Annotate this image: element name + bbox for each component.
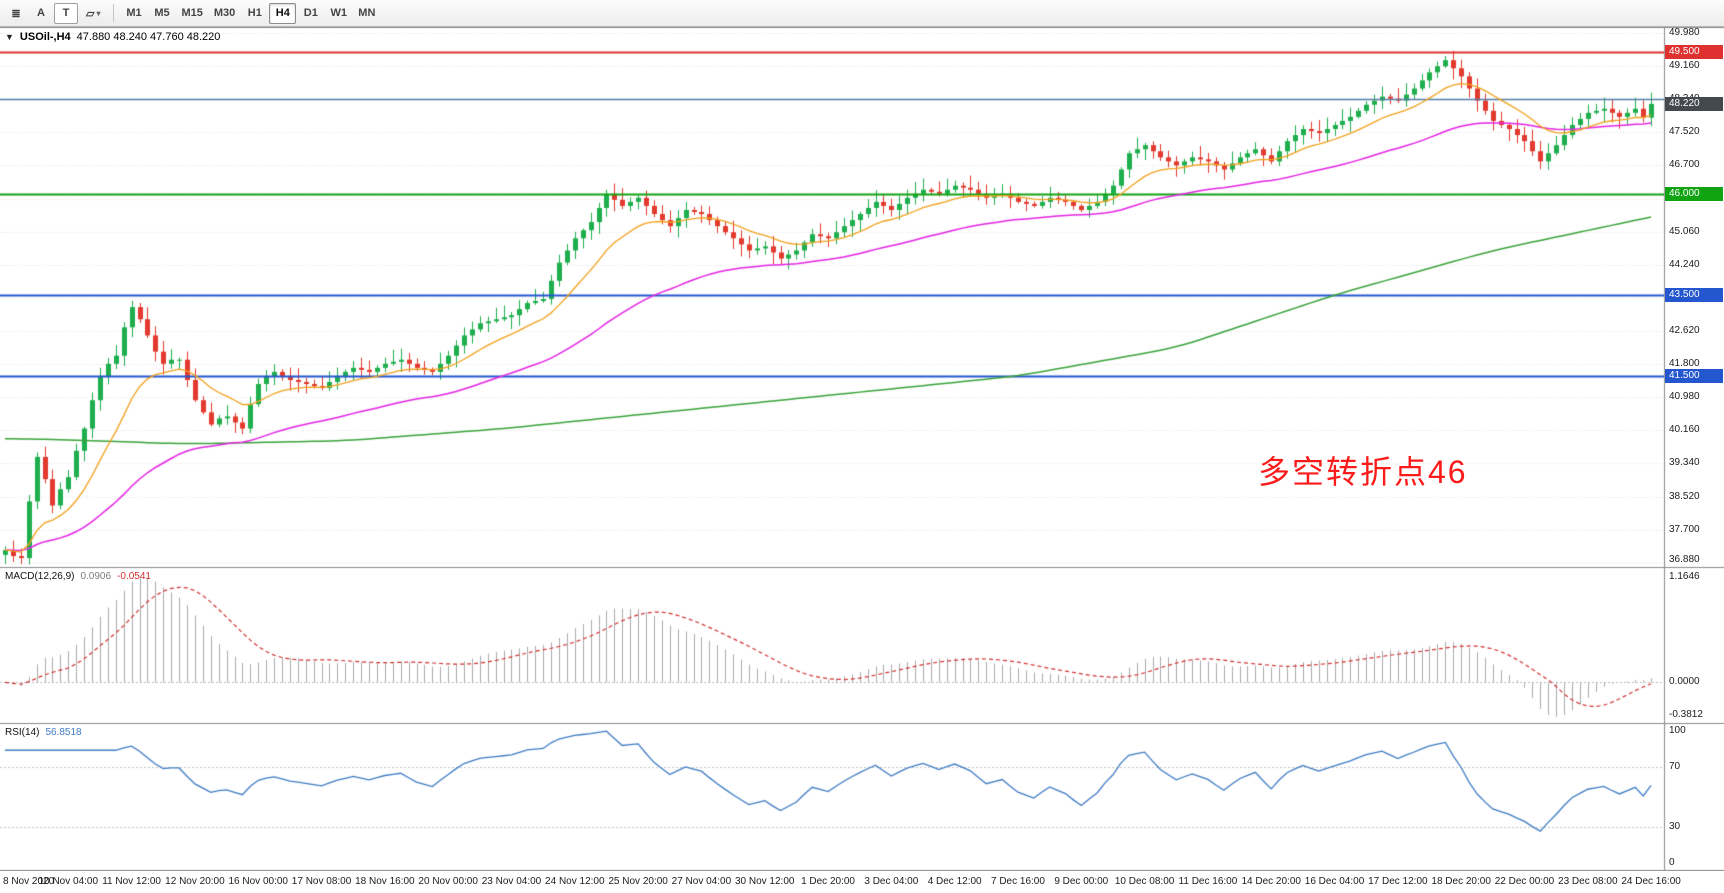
macd-tick-label: -0.3812 — [1669, 709, 1703, 720]
macd-tick-label: 1.1646 — [1669, 571, 1700, 583]
price-tick-label: 40.980 — [1669, 390, 1700, 402]
timeframe-button-h1[interactable]: H1 — [241, 3, 268, 24]
price-tick-label: 42.620 — [1669, 324, 1700, 336]
time-axis-label: 16 Dec 04:00 — [1304, 876, 1365, 887]
timeframe-button-w1[interactable]: W1 — [325, 3, 352, 24]
caret-down-icon: ▾ — [96, 8, 101, 18]
chart-list-icon: ≣ — [11, 7, 21, 20]
price-tick-label: 45.060 — [1669, 225, 1700, 237]
price-tick-label: 36.880 — [1669, 554, 1700, 565]
shapes-icon: ▱ — [86, 7, 95, 20]
hline-badge-41500: 41.500 — [1665, 368, 1723, 383]
macd-signal-value: -0.0541 — [117, 571, 151, 582]
price-tick-label: 47.520 — [1669, 126, 1700, 138]
time-axis-label: 18 Nov 16:00 — [355, 876, 415, 887]
time-axis-label: 24 Dec 16:00 — [1621, 876, 1681, 887]
symbol-period-label: USOil-,H4 — [19, 31, 71, 43]
timeframe-button-m15[interactable]: M15 — [176, 3, 207, 24]
macd-indicator-label: MACD(12,26,9) 0.0906 -0.0541 — [5, 571, 151, 582]
time-axis-label: 4 Dec 12:00 — [927, 876, 982, 887]
time-axis-label: 20 Nov 00:00 — [418, 876, 478, 887]
rsi-indicator-label: RSI(14) 56.8518 — [5, 727, 82, 738]
macd-main-value: 0.0906 — [80, 571, 112, 582]
rsi-tick-label: 30 — [1669, 820, 1681, 832]
time-axis-label: 17 Nov 08:00 — [291, 876, 352, 887]
collapse-icon[interactable]: ▼ — [5, 32, 14, 42]
rsi-tick-label: 70 — [1669, 761, 1681, 773]
macd-name: MACD(12,26,9) — [5, 571, 75, 582]
timeframe-button-mn[interactable]: MN — [353, 3, 380, 24]
time-axis-label: 17 Dec 12:00 — [1368, 876, 1428, 887]
hline-badge-46000: 46.000 — [1665, 186, 1723, 201]
timeframe-button-d1[interactable]: D1 — [297, 3, 324, 24]
time-axis-label: 10 Nov 04:00 — [38, 876, 99, 887]
time-axis-label: 11 Dec 16:00 — [1178, 876, 1238, 887]
time-axis-label: 7 Dec 16:00 — [991, 876, 1045, 887]
text-tool-button[interactable]: T — [54, 2, 78, 24]
time-axis-label: 8 Nov 2020 — [3, 876, 55, 887]
rsi-name: RSI(14) — [5, 727, 40, 738]
chart-region: ▼ USOil-,H4 47.880 48.240 47.760 48.220 … — [0, 27, 1724, 893]
time-axis-label: 16 Nov 00:00 — [228, 876, 288, 887]
price-tick-label: 38.520 — [1669, 490, 1700, 502]
annotation-text: 多空转折点46 — [1258, 454, 1468, 490]
shapes-tool-dropdown[interactable]: ▱ ▾ — [79, 3, 107, 24]
hline-badge-43500: 43.500 — [1665, 287, 1723, 302]
price-tick-label: 40.160 — [1669, 424, 1700, 436]
time-axis-label: 25 Nov 20:00 — [608, 876, 668, 887]
time-axis-label: 30 Nov 12:00 — [734, 876, 795, 887]
time-axis-label: 12 Nov 20:00 — [165, 876, 225, 887]
price-tick-label: 39.340 — [1669, 457, 1700, 469]
time-axis-label: 3 Dec 04:00 — [864, 876, 919, 887]
macd-tick-label: 0.0000 — [1669, 676, 1700, 688]
toolbar-separator — [113, 4, 115, 22]
price-tick-label: 49.160 — [1669, 59, 1700, 71]
rsi-tick-label: 100 — [1669, 725, 1686, 736]
time-axis-label: 18 Dec 20:00 — [1431, 876, 1491, 887]
time-axis-label: 22 Dec 00:00 — [1494, 876, 1555, 887]
time-axis-label: 9 Dec 00:00 — [1054, 876, 1109, 887]
time-axis-label: 24 Nov 12:00 — [545, 876, 605, 887]
time-axis[interactable]: 8 Nov 2020 10 Nov 04:00 11 Nov 12:00 12 Nov… — [0, 871, 1724, 893]
time-axis-label: 1 Dec 20:00 — [801, 876, 855, 887]
rsi-value: 56.8518 — [45, 727, 82, 738]
time-axis-label: 27 Nov 04:00 — [671, 876, 732, 887]
rsi-tick-label: 0 — [1669, 857, 1675, 868]
timeframe-button-m5[interactable]: M5 — [148, 3, 175, 24]
time-axis-label: 14 Dec 20:00 — [1241, 876, 1301, 887]
timeframe-group: M1 M5 M15 M30 H1 H4 D1 W1 MN — [120, 2, 380, 24]
current-price-badge: 48.220 — [1665, 96, 1723, 111]
price-tick-label: 46.700 — [1669, 159, 1700, 171]
timeframe-button-m1[interactable]: M1 — [120, 3, 147, 24]
price-chart-canvas[interactable] — [0, 27, 1724, 871]
price-tick-label: 41.800 — [1669, 357, 1700, 369]
ohlc-values: 47.880 48.240 47.760 48.220 — [76, 31, 221, 43]
timeframe-button-m30[interactable]: M30 — [209, 3, 240, 24]
cursor-tool-button[interactable]: A — [29, 3, 53, 24]
charts-list-button[interactable]: ≣ — [4, 3, 28, 24]
chart-title: ▼ USOil-,H4 47.880 48.240 47.760 48.220 — [5, 31, 220, 43]
price-tick-label: 37.700 — [1669, 523, 1700, 535]
timeframe-button-h4[interactable]: H4 — [269, 2, 297, 24]
time-axis-label: 11 Nov 12:00 — [102, 876, 161, 887]
time-axis-label: 10 Dec 08:00 — [1114, 876, 1175, 887]
price-tick-label: 49.980 — [1669, 27, 1700, 38]
price-axis[interactable] — [1664, 27, 1724, 871]
hline-badge-49500: 49.500 — [1665, 45, 1723, 60]
toolbar: ≣ A T ▱ ▾ M1 M5 M15 M30 H1 H4 D1 W1 MN — [0, 0, 1724, 27]
time-axis-label: 23 Dec 08:00 — [1558, 876, 1618, 887]
price-tick-label: 44.240 — [1669, 259, 1700, 271]
time-axis-label: 23 Nov 04:00 — [481, 876, 542, 887]
